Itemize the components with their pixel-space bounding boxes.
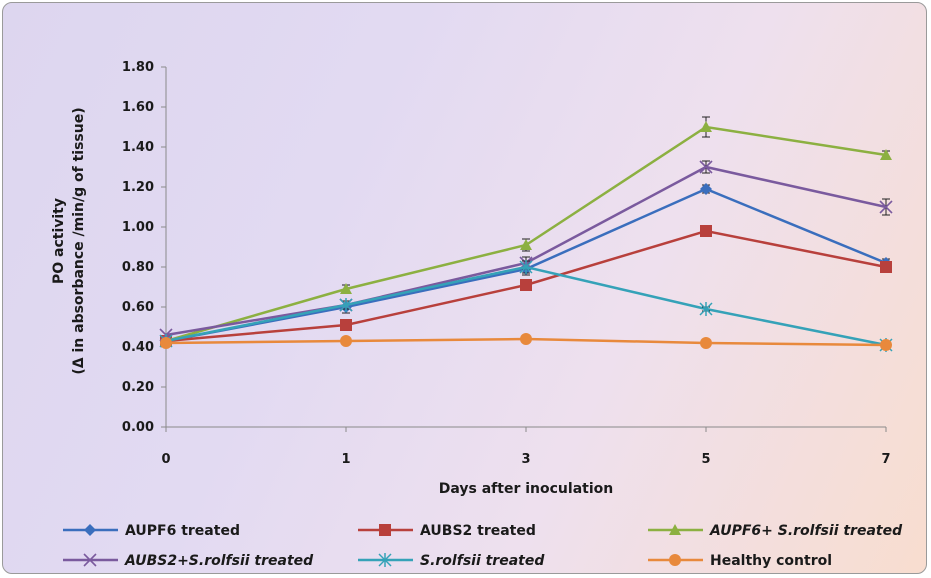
legend-item: AUPF6+ S.rolfsii treated: [648, 523, 903, 539]
x-tick-label: 3: [521, 452, 530, 467]
y-tick-label: 1.80: [122, 60, 154, 75]
x-tick-label: 7: [881, 452, 890, 467]
legend-label: AUPF6 treated: [125, 523, 240, 539]
legend-label: AUBS2 treated: [420, 523, 536, 539]
data-point: [520, 239, 532, 250]
data-point: [340, 319, 352, 331]
legend-item: AUBS2+S.rolfsii treated: [63, 553, 314, 569]
legend: AUPF6 treated AUBS2 treated AUPF6+ S.rolfs…: [63, 523, 903, 569]
data-point: [880, 261, 892, 273]
y-tick-label: 0.80: [122, 260, 154, 275]
y-axis-title: PO activity (Δ in absorbance /min/g of t…: [51, 107, 87, 374]
legend-label: AUBS2+S.rolfsii treated: [124, 553, 314, 569]
y-tick-label: 0.40: [122, 340, 154, 355]
y-tick-label: 0.00: [122, 420, 154, 435]
data-point: [700, 337, 712, 349]
legend-marker: [84, 524, 96, 536]
legend-item: Healthy control: [648, 553, 832, 569]
y-tick-label: 1.40: [122, 140, 154, 155]
chart-svg: PO activity (Δ in absorbance /min/g of t…: [51, 60, 903, 569]
legend-marker: [83, 553, 97, 567]
data-point: [340, 335, 352, 347]
data-point: [880, 339, 892, 351]
series-layer: [159, 116, 893, 352]
legend-marker: [378, 553, 392, 567]
legend-item: AUBS2 treated: [358, 523, 536, 539]
data-point: [160, 337, 172, 349]
y-tick-label: 0.20: [122, 380, 154, 395]
legend-item: S.rolfsii treated: [358, 553, 545, 569]
data-point: [520, 333, 532, 345]
data-point: [699, 302, 713, 316]
data-point: [879, 200, 893, 214]
legend-marker: [669, 524, 681, 535]
data-point: [699, 160, 713, 174]
y-axis-title-line2: (Δ in absorbance /min/g of tissue): [71, 107, 87, 374]
data-point: [519, 260, 533, 274]
data-point: [700, 183, 712, 195]
data-point: [520, 279, 532, 291]
data-point: [700, 225, 712, 237]
data-point: [700, 121, 712, 132]
y-tick-label: 1.60: [122, 100, 154, 115]
legend-marker: [379, 524, 391, 536]
series-line: [165, 125, 887, 343]
data-point: [340, 283, 352, 294]
x-axis-title: Days after inoculation: [439, 481, 613, 497]
y-axis-title-line1: PO activity: [51, 198, 67, 284]
legend-label: Healthy control: [710, 553, 832, 569]
data-point: [339, 298, 353, 312]
legend-label: S.rolfsii treated: [420, 553, 545, 569]
x-tick-label: 1: [341, 452, 350, 467]
y-tick-label: 1.00: [122, 220, 154, 235]
data-point: [880, 149, 892, 160]
x-tick-label: 5: [701, 452, 710, 467]
series-3: [160, 116, 892, 346]
x-tick-label: 0: [161, 452, 170, 467]
y-tick-label: 1.20: [122, 180, 154, 195]
legend-label: AUPF6+ S.rolfsii treated: [709, 523, 903, 539]
axes: 0.00 0.20 0.40 0.60 0.80 1.00 1.20 1.40 1.60 1.80…: [122, 60, 891, 467]
legend-marker: [669, 554, 681, 566]
legend-item: AUPF6 treated: [63, 523, 240, 539]
series-6: [160, 333, 892, 351]
y-tick-label: 0.60: [122, 300, 154, 315]
